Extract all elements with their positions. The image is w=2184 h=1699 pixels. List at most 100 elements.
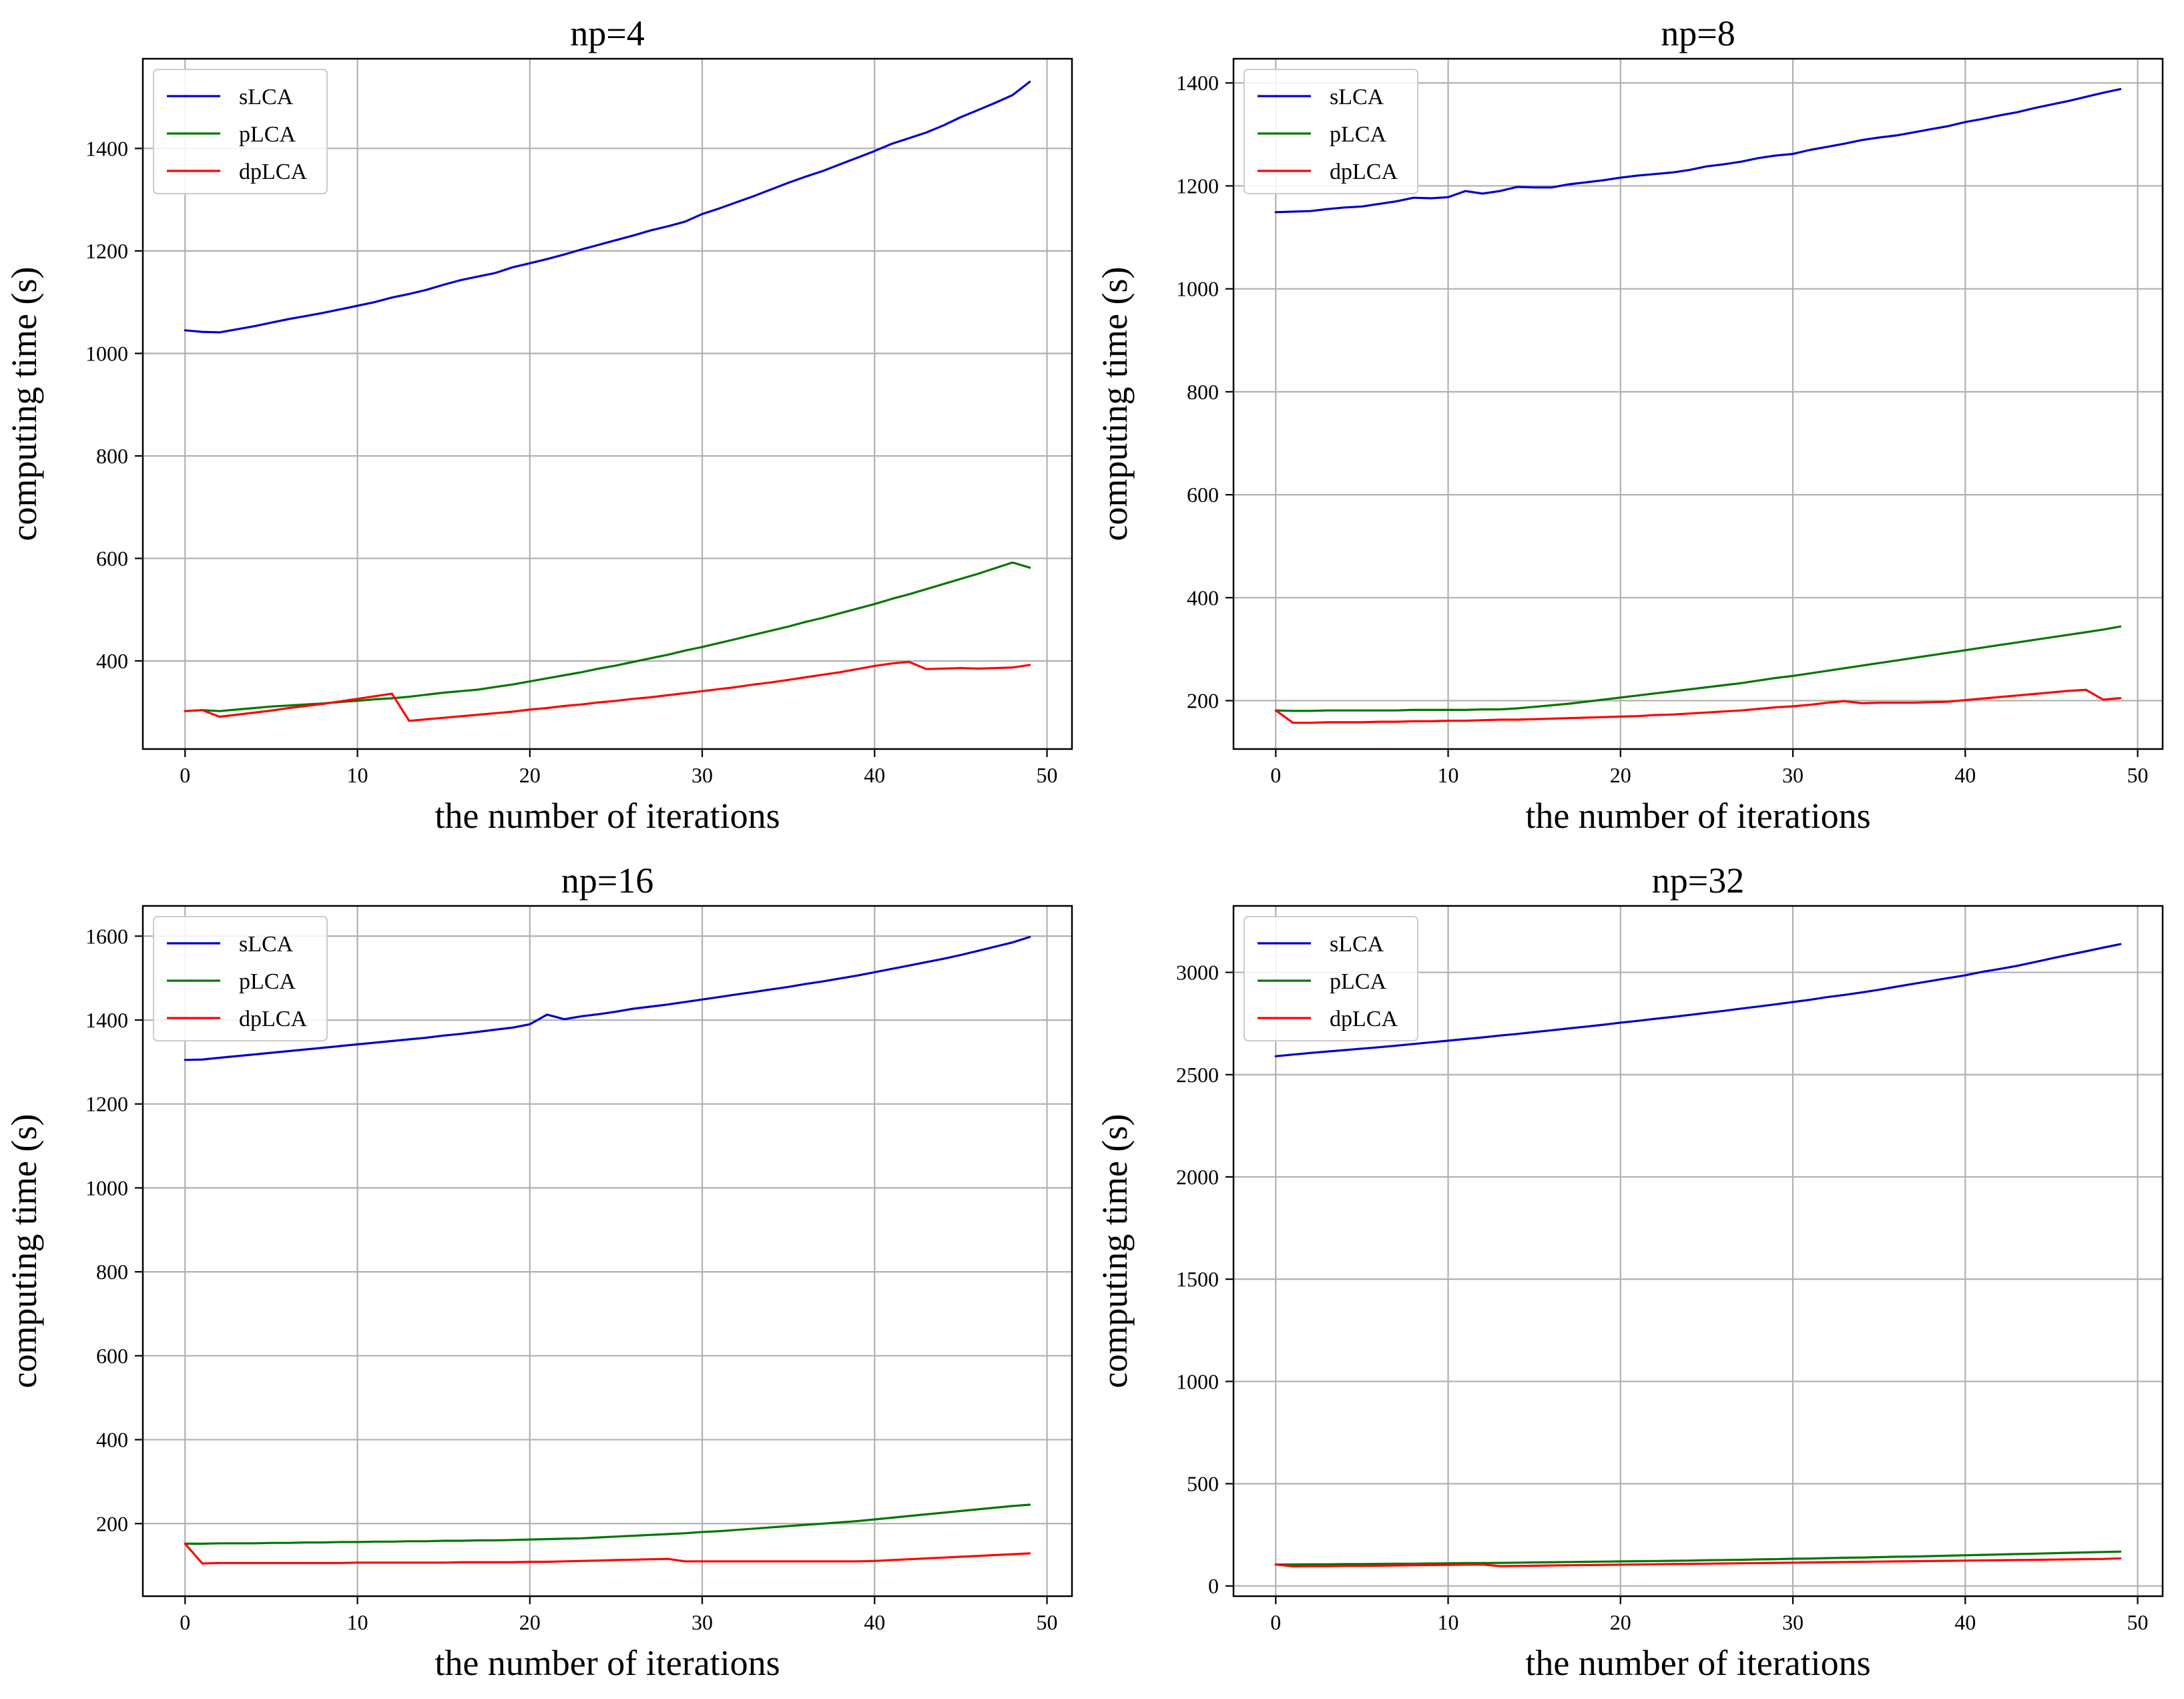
x-tick-label: 20 — [1610, 763, 1631, 787]
plot-frame — [142, 905, 1073, 1598]
legend-label: sLCA — [1330, 85, 1384, 109]
y-tick-label: 1400 — [85, 1008, 128, 1032]
x-tick-label: 0 — [180, 1610, 190, 1634]
y-tick-label: 2000 — [1176, 1165, 1219, 1189]
series-line-sLCA — [1274, 87, 2122, 214]
y-tick-label: 0 — [1208, 1574, 1219, 1598]
y-tick-label: 200 — [1187, 689, 1219, 713]
y-tick-label: 1200 — [1176, 174, 1219, 198]
x-tick-label: 20 — [519, 1610, 541, 1634]
x-tick-label: 20 — [1610, 1610, 1631, 1634]
legend-box — [153, 916, 328, 1041]
x-tick-label: 40 — [864, 1610, 885, 1634]
legend: sLCA pLCA dpLCA — [153, 69, 328, 194]
y-tick-label: 400 — [1187, 585, 1219, 610]
chart-panel: 0 10 20 30 40 50050010001500200025003000np=32… — [1095, 861, 2164, 1683]
y-axis-label: computing time (s) — [4, 267, 44, 541]
legend: sLCA pLCA dpLCA — [1244, 916, 1418, 1041]
x-tick-label: 10 — [1438, 763, 1459, 787]
y-tick-label: 1600 — [85, 924, 128, 948]
x-tick-label: 0 — [1270, 763, 1281, 787]
y-tick-label: 500 — [1187, 1471, 1219, 1495]
y-tick-label: 400 — [96, 649, 128, 673]
chart-title: np=4 — [570, 13, 644, 53]
x-tick-label: 10 — [347, 763, 368, 787]
legend-label: pLCA — [1330, 122, 1386, 147]
series-line-sLCA — [184, 80, 1031, 334]
x-axis-label: the number of iterations — [1525, 1643, 1870, 1683]
x-tick-label: 10 — [1438, 1610, 1459, 1634]
y-tick-label: 400 — [96, 1428, 128, 1452]
chart-panel: 0 10 20 30 40 50 400 600 800 1000 1200 1400 np=4 the … — [4, 13, 1073, 836]
chart-panel: 0 10 20 30 40 50 200 400 600 800 1000 1200 1400 1600 n… — [4, 861, 1073, 1683]
x-tick-label: 40 — [1954, 1610, 1976, 1634]
plot-frame — [142, 57, 1073, 750]
legend-label: pLCA — [239, 122, 296, 147]
legend-label: dpLCA — [1330, 1007, 1398, 1031]
x-tick-label: 30 — [1782, 1610, 1804, 1634]
legend-label: pLCA — [1330, 969, 1386, 994]
series-line-sLCA — [184, 935, 1031, 1061]
x-tick-label: 30 — [692, 1610, 713, 1634]
series-line-dpLCA — [184, 1542, 1031, 1565]
legend-label: sLCA — [1330, 932, 1384, 957]
x-tick-label: 50 — [2127, 1610, 2149, 1634]
legend-box — [1244, 916, 1418, 1041]
x-tick-label: 40 — [1954, 763, 1976, 787]
x-tick-label: 0 — [180, 763, 190, 787]
y-tick-label: 200 — [96, 1511, 128, 1535]
x-tick-label: 20 — [519, 763, 541, 787]
legend-label: dpLCA — [1330, 160, 1398, 184]
legend: sLCA pLCA dpLCA — [1244, 69, 1418, 194]
legend-label: sLCA — [239, 932, 294, 957]
y-tick-label: 600 — [96, 546, 128, 570]
x-tick-label: 0 — [1270, 1610, 1281, 1634]
y-tick-label: 1000 — [1176, 1369, 1219, 1393]
series-line-dpLCA — [1274, 688, 2122, 724]
y-tick-label: 2500 — [1176, 1063, 1219, 1087]
legend-box — [153, 69, 328, 194]
legend-label: dpLCA — [239, 160, 307, 184]
y-tick-label: 600 — [96, 1344, 128, 1368]
y-tick-label: 600 — [1187, 483, 1219, 507]
plot-frame — [1232, 905, 2164, 1598]
legend: sLCA pLCA dpLCA — [153, 916, 328, 1041]
legend-label: dpLCA — [239, 1007, 307, 1031]
x-tick-label: 50 — [2127, 763, 2149, 787]
series-line-pLCA — [184, 561, 1031, 712]
legend-label: sLCA — [239, 85, 294, 109]
series-line-sLCA — [1274, 943, 2122, 1057]
x-tick-label: 10 — [347, 1610, 368, 1634]
y-tick-label: 1000 — [85, 1176, 128, 1200]
y-tick-label: 1200 — [85, 1092, 128, 1116]
chart-title: np=16 — [561, 861, 653, 901]
y-tick-label: 3000 — [1176, 961, 1219, 985]
chart-title: np=8 — [1661, 13, 1735, 53]
y-tick-label: 1200 — [85, 239, 128, 263]
y-tick-label: 1400 — [1176, 71, 1219, 95]
x-axis-label: the number of iterations — [435, 796, 780, 836]
y-tick-label: 800 — [96, 1260, 128, 1284]
x-tick-label: 30 — [1782, 763, 1804, 787]
y-axis-label: computing time (s) — [1095, 267, 1135, 541]
y-tick-label: 1000 — [85, 341, 128, 365]
series-line-pLCA — [1274, 1550, 2122, 1566]
y-axis-label: computing time (s) — [1095, 1114, 1135, 1389]
y-tick-label: 800 — [96, 444, 128, 468]
legend-label: pLCA — [239, 969, 296, 994]
chart-panel: 0 10 20 30 40 50 200 400 600 800 1000 1200 1400 np=8 t… — [1095, 13, 2164, 836]
series-line-dpLCA — [1274, 1557, 2122, 1567]
chart-title: np=32 — [1652, 861, 1744, 901]
plot-frame — [1232, 57, 2164, 750]
y-tick-label: 1400 — [85, 136, 128, 160]
x-tick-label: 30 — [692, 763, 713, 787]
y-tick-label: 1000 — [1176, 277, 1219, 301]
series-line-dpLCA — [184, 660, 1031, 722]
series-line-pLCA — [1274, 625, 2122, 712]
y-tick-label: 1500 — [1176, 1267, 1219, 1291]
y-axis-label: computing time (s) — [4, 1114, 44, 1389]
x-tick-label: 50 — [1037, 763, 1058, 787]
series-line-pLCA — [184, 1503, 1031, 1545]
x-axis-label: the number of iterations — [1525, 796, 1870, 836]
